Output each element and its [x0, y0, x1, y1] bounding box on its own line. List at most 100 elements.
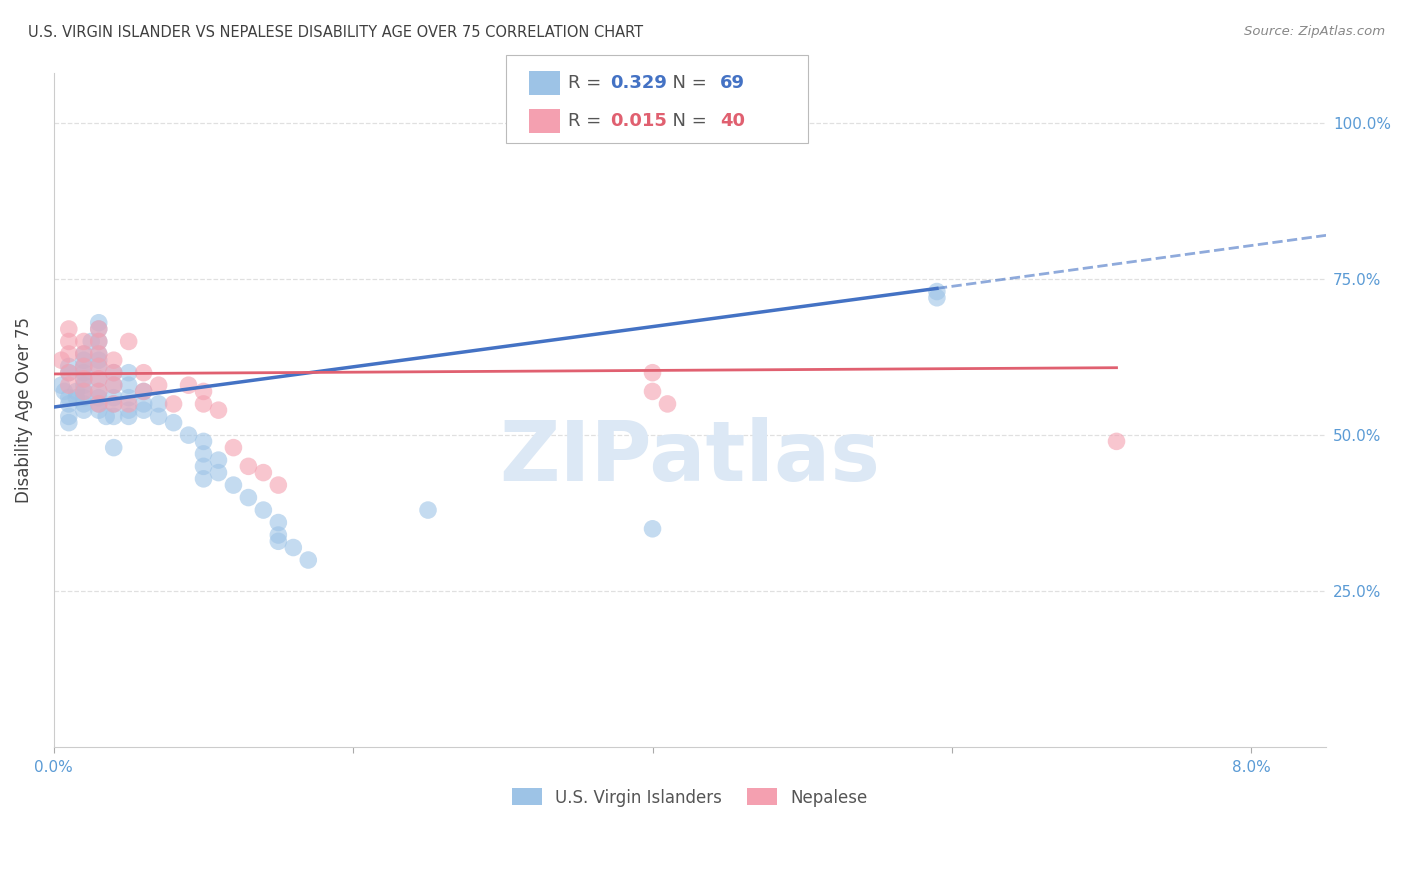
Point — [103, 378, 125, 392]
Point — [87, 372, 110, 386]
Point — [132, 384, 155, 399]
Text: ZIPatlas: ZIPatlas — [499, 417, 880, 498]
Point — [87, 353, 110, 368]
Point — [267, 478, 290, 492]
Point — [58, 416, 80, 430]
Point — [73, 359, 96, 374]
Text: N =: N = — [661, 74, 713, 92]
Point — [73, 378, 96, 392]
Point — [87, 359, 110, 374]
Point — [87, 397, 110, 411]
Y-axis label: Disability Age Over 75: Disability Age Over 75 — [15, 318, 32, 503]
Point — [132, 403, 155, 417]
Point — [162, 416, 184, 430]
Point — [73, 403, 96, 417]
Point — [148, 378, 170, 392]
Point — [51, 353, 73, 368]
Point — [87, 384, 110, 399]
Point — [87, 334, 110, 349]
Point — [132, 397, 155, 411]
Point — [641, 384, 664, 399]
Text: N =: N = — [661, 112, 713, 130]
Point — [73, 384, 96, 399]
Point — [58, 366, 80, 380]
Point — [87, 384, 110, 399]
Point — [193, 472, 215, 486]
Point — [73, 347, 96, 361]
Point — [73, 334, 96, 349]
Point — [222, 441, 245, 455]
Point — [193, 384, 215, 399]
Point — [58, 378, 80, 392]
Point — [103, 391, 125, 405]
Point — [207, 453, 229, 467]
Point — [657, 397, 679, 411]
Point — [87, 347, 110, 361]
Point — [103, 378, 125, 392]
Point — [297, 553, 319, 567]
Point — [87, 322, 110, 336]
Point — [132, 384, 155, 399]
Point — [416, 503, 439, 517]
Point — [103, 366, 125, 380]
Point — [58, 409, 80, 424]
Point — [65, 384, 87, 399]
Point — [283, 541, 305, 555]
Point — [87, 316, 110, 330]
Point — [162, 397, 184, 411]
Point — [87, 334, 110, 349]
Point — [58, 366, 80, 380]
Point — [118, 397, 141, 411]
Point — [177, 378, 200, 392]
Point — [193, 447, 215, 461]
Point — [238, 491, 260, 505]
Point — [267, 516, 290, 530]
Point — [267, 528, 290, 542]
Point — [118, 334, 141, 349]
Point — [58, 359, 80, 374]
Point — [73, 353, 96, 368]
Point — [252, 503, 274, 517]
Text: R =: R = — [568, 112, 607, 130]
Legend: U.S. Virgin Islanders, Nepalese: U.S. Virgin Islanders, Nepalese — [505, 781, 875, 814]
Point — [73, 359, 96, 374]
Point — [58, 391, 80, 405]
Point — [1105, 434, 1128, 449]
Point — [193, 459, 215, 474]
Point — [58, 347, 80, 361]
Point — [73, 366, 96, 380]
Point — [103, 397, 125, 411]
Point — [96, 409, 118, 424]
Point — [80, 334, 103, 349]
Point — [222, 478, 245, 492]
Point — [58, 322, 80, 336]
Point — [87, 359, 110, 374]
Point — [87, 347, 110, 361]
Point — [207, 466, 229, 480]
Text: 0.329: 0.329 — [610, 74, 666, 92]
Point — [118, 391, 141, 405]
Point — [87, 322, 110, 336]
Point — [73, 347, 96, 361]
Point — [65, 391, 87, 405]
Point — [132, 366, 155, 380]
Point — [73, 391, 96, 405]
Point — [193, 397, 215, 411]
Point — [87, 397, 110, 411]
Point — [641, 366, 664, 380]
Text: R =: R = — [568, 74, 607, 92]
Point — [87, 403, 110, 417]
Text: 0.015: 0.015 — [610, 112, 666, 130]
Point — [103, 409, 125, 424]
Point — [118, 366, 141, 380]
Point — [58, 334, 80, 349]
Point — [73, 397, 96, 411]
Point — [103, 441, 125, 455]
Point — [73, 372, 96, 386]
Point — [73, 372, 96, 386]
Point — [177, 428, 200, 442]
Point — [87, 372, 110, 386]
Point — [148, 409, 170, 424]
Text: 69: 69 — [720, 74, 745, 92]
Point — [238, 459, 260, 474]
